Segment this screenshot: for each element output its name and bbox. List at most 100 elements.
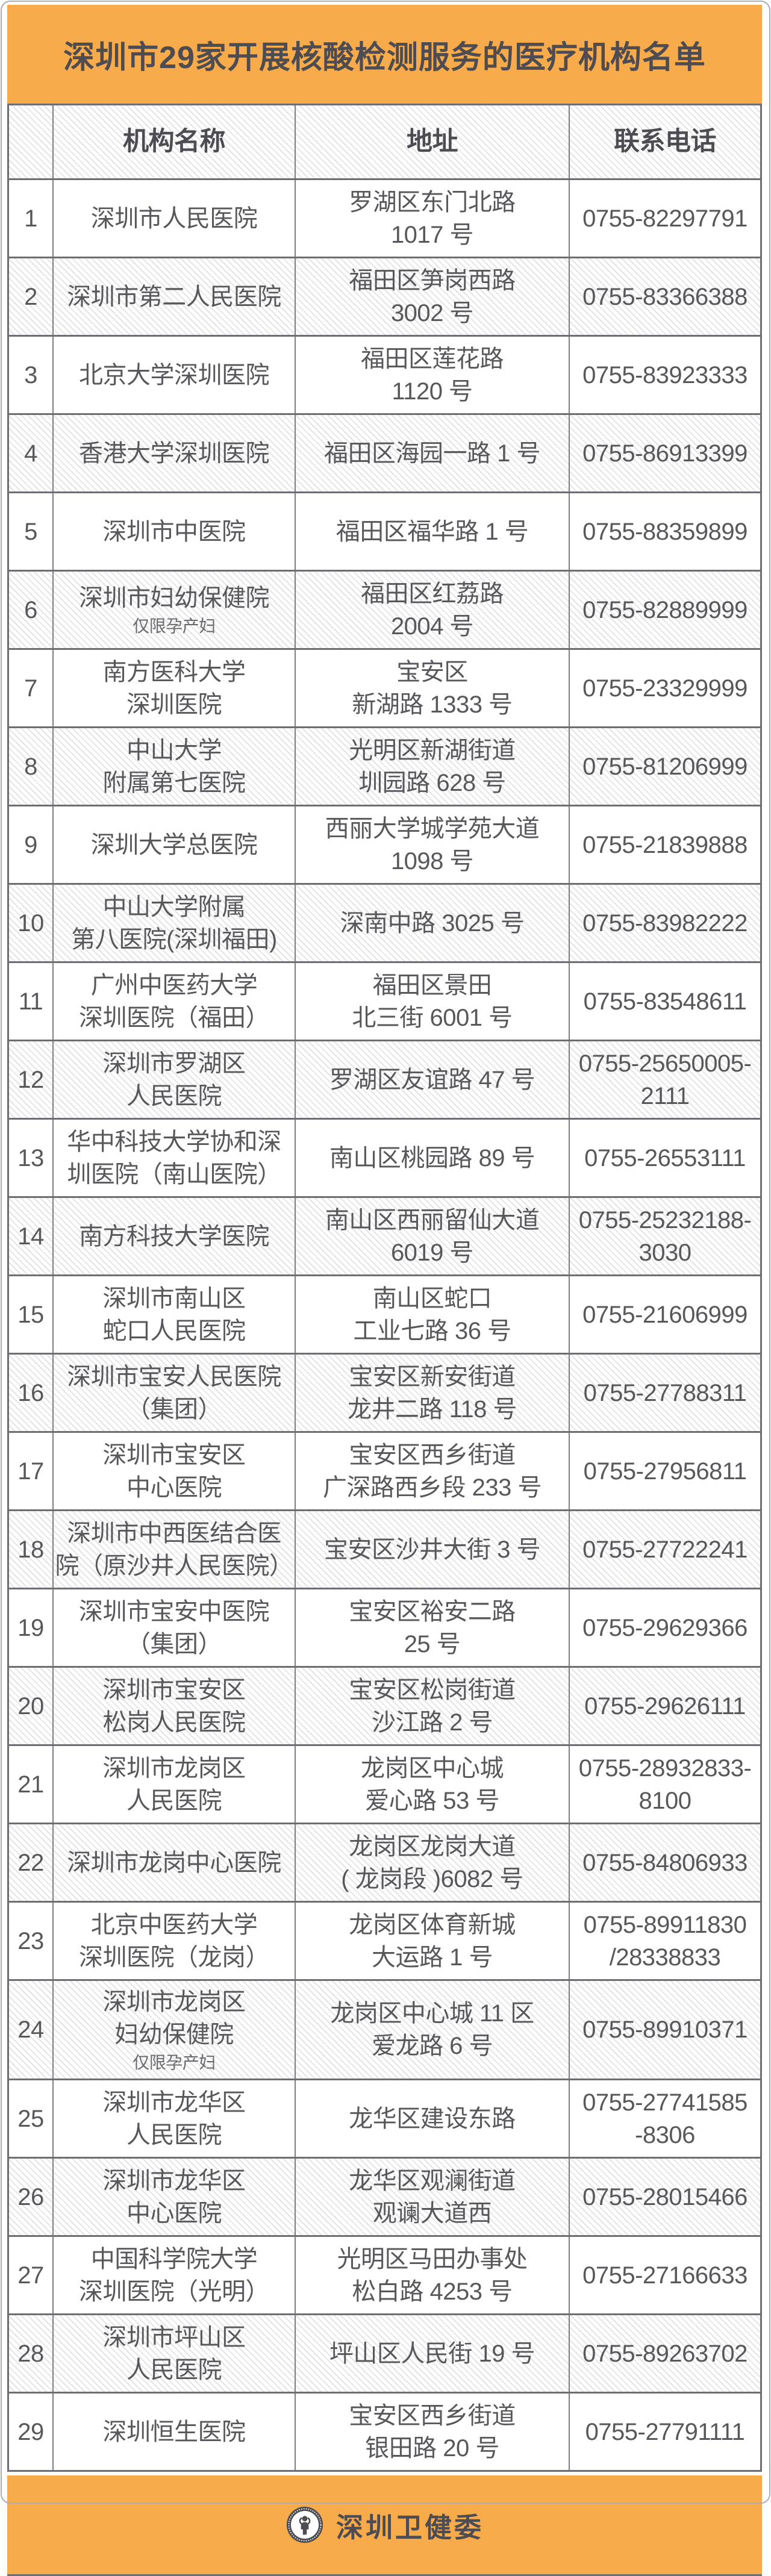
table-row: 20 深圳市宝安区 松岗人民医院 宝安区松岗街道 沙江路 2 号 0755-29626… — [9, 1666, 760, 1744]
institution-name-cell: 南方科技大学医院 — [52, 1198, 295, 1274]
row-number-cell: 27 — [17, 2262, 44, 2289]
address-cell: 龙岗区中心城 11 区 爱龙路 6 号 — [295, 1981, 569, 2079]
row-number-cell: 10 — [17, 909, 44, 937]
institution-name: 深圳市中医院 — [102, 518, 246, 545]
institution-name: 深圳市坪山区 人民医院 — [102, 2324, 246, 2383]
institution-name-cell: 深圳市宝安人民医院 （集团） — [52, 1355, 295, 1431]
address-cell: 罗湖区东门北路 1017 号 — [295, 180, 569, 257]
phone-cell: 0755-27791111 — [569, 2394, 760, 2471]
institution-name-cell: 深圳市宝安区 中心医院 — [52, 1433, 295, 1509]
institution-name: 深圳市南山区 蛇口人民医院 — [102, 1285, 246, 1344]
phone-cell: 0755-83548611 — [569, 963, 760, 1040]
table-row: 22 深圳市龙岗中心医院 龙岗区龙岗大道 ( 龙岗段 )6082 号 0755-848… — [9, 1823, 760, 1901]
institution-name-cell: 中山大学附属 第八医院(深圳福田) — [52, 885, 295, 961]
institution-name: 深圳市龙岗区 妇幼保健院 — [102, 1989, 246, 2048]
address-cell: 龙华区观澜街道 观谰大道西 — [295, 2159, 569, 2236]
institution-name-cell: 广州中医药大学 深圳医院（福田） — [52, 963, 295, 1040]
institution-name: 南方科技大学医院 — [79, 1223, 270, 1250]
institution-name-cell: 深圳市中西医结合医 院（原沙井人民医院） — [52, 1511, 295, 1588]
institution-name: 中国科学院大学 深圳医院（光明） — [79, 2245, 270, 2305]
title-bar: 深圳市29家开展核酸检测服务的医疗机构名单 — [7, 5, 762, 104]
row-number-cell: 6 — [24, 596, 37, 623]
table-row: 7 南方医科大学 深圳医院 宝安区 新湖路 1333 号 0755-23329999 — [9, 648, 760, 726]
table-row: 19 深圳市宝安中医院 （集团） 宝安区裕安二路 25 号 0755-29629366 — [9, 1588, 760, 1666]
institution-name: 深圳市龙华区 中心医院 — [102, 2167, 246, 2227]
table-row: 9 深圳大学总医院 西丽大学城学苑大道 1098 号 0755-21839888 — [9, 805, 760, 883]
phone-cell: 0755-27788311 — [569, 1355, 760, 1431]
column-header-institution: 机构名称 — [52, 105, 295, 178]
phone-cell: 0755-28015466 — [569, 2159, 760, 2236]
row-number-cell: 3 — [24, 361, 37, 388]
address-cell: 宝安区新安街道 龙井二路 118 号 — [295, 1355, 569, 1431]
institution-name: 深圳市龙华区 人民医院 — [102, 2089, 246, 2148]
table-row: 4 香港大学深圳医院 福田区海园一路 1 号 0755-86913399 — [9, 413, 760, 491]
table-row: 11 广州中医药大学 深圳医院（福田） 福田区景田 北三街 6001 号 0755-8… — [9, 961, 760, 1040]
table-row: 3 北京大学深圳医院 福田区莲花路 1120 号 0755-83923333 — [9, 335, 760, 413]
phone-cell: 0755-23329999 — [569, 650, 760, 726]
address-cell: 龙岗区龙岗大道 ( 龙岗段 )6082 号 — [295, 1824, 569, 1901]
row-number-cell: 13 — [17, 1144, 44, 1171]
phone-cell: 0755-82889999 — [569, 572, 760, 648]
institution-name-cell: 深圳市宝安中医院 （集团） — [52, 1589, 295, 1666]
row-number-cell: 16 — [17, 1379, 44, 1406]
row-number-cell: 15 — [17, 1301, 44, 1328]
phone-cell: 0755-82297791 — [569, 180, 760, 257]
address-cell: 龙岗区中心城 爱心路 53 号 — [295, 1746, 569, 1823]
table-row: 10 中山大学附属 第八医院(深圳福田) 深南中路 3025 号 0755-83982… — [9, 883, 760, 961]
phone-cell: 0755-89911830 /28338833 — [569, 1903, 760, 1979]
table-row: 29 深圳恒生医院 宝安区西乡街道 银田路 20 号 0755-27791111 — [9, 2392, 760, 2471]
address-cell: 宝安区 新湖路 1333 号 — [295, 650, 569, 726]
address-cell: 南山区桃园路 89 号 — [295, 1120, 569, 1196]
address-cell: 西丽大学城学苑大道 1098 号 — [295, 806, 569, 883]
address-cell: 宝安区西乡街道 广深路西乡段 233 号 — [295, 1433, 569, 1509]
address-cell: 宝安区西乡街道 银田路 20 号 — [295, 2394, 569, 2471]
phone-cell: 0755-21839888 — [569, 806, 760, 883]
row-number-cell: 24 — [17, 2016, 44, 2044]
footer-bar: S Z H C 深圳卫健委 — [7, 2475, 762, 2576]
phone-cell: 0755-88359899 — [569, 493, 760, 570]
address-cell: 龙岗区体育新城 大运路 1 号 — [295, 1903, 569, 1979]
row-number-cell: 26 — [17, 2183, 44, 2210]
phone-cell: 0755-29626111 — [569, 1668, 760, 1744]
institution-name: 中山大学 附属第七医院 — [102, 737, 246, 796]
address-cell: 光明区新湖街道 圳园路 628 号 — [295, 728, 569, 805]
institution-name-cell: 中山大学 附属第七医院 — [52, 728, 295, 805]
institution-name-cell: 深圳市龙华区 人民医院 — [52, 2080, 295, 2157]
row-number-cell: 21 — [17, 1771, 44, 1798]
table-row: 5 深圳市中医院 福田区福华路 1 号 0755-88359899 — [9, 491, 760, 570]
institution-name: 中山大学附属 第八医院(深圳福田) — [71, 893, 277, 953]
phone-cell: 0755-89910371 — [569, 1981, 760, 2079]
address-cell: 罗湖区友谊路 47 号 — [295, 1041, 569, 1118]
institution-name: 深圳市罗湖区 人民医院 — [102, 1050, 246, 1109]
row-number-cell: 22 — [17, 1849, 44, 1876]
institution-name: 深圳市人民医院 — [90, 205, 258, 232]
institution-name: 深圳市龙岗区 人民医院 — [102, 1754, 246, 1814]
address-cell: 龙华区建设东路 — [295, 2080, 569, 2157]
institution-name: 深圳市龙岗中心医院 — [67, 1849, 281, 1876]
health-commission-seal-icon: S Z H C — [286, 2507, 323, 2543]
phone-cell: 0755-27722241 — [569, 1511, 760, 1588]
row-number-cell: 2 — [24, 283, 37, 310]
row-number-cell: 29 — [17, 2418, 44, 2445]
address-cell: 深南中路 3025 号 — [295, 885, 569, 961]
address-cell: 宝安区沙井大街 3 号 — [295, 1511, 569, 1588]
institution-name-cell: 深圳大学总医院 — [52, 806, 295, 883]
institution-name: 广州中医药大学 深圳医院（福田） — [79, 971, 270, 1031]
row-number-cell: 14 — [17, 1223, 44, 1250]
phone-cell: 0755-83923333 — [569, 337, 760, 413]
row-number-cell: 28 — [17, 2340, 44, 2367]
address-cell: 坪山区人民街 19 号 — [295, 2315, 569, 2392]
page-title: 深圳市29家开展核酸检测服务的医疗机构名单 — [63, 40, 706, 75]
institution-name: 北京中医药大学 深圳医院（龙岗） — [79, 1911, 270, 1971]
phone-cell: 0755-27956811 — [569, 1433, 760, 1509]
phone-cell: 0755-81206999 — [569, 728, 760, 805]
table-row: 6 深圳市妇幼保健院 仅限孕产妇 福田区红荔路 2004 号 0755-82889999 — [9, 570, 760, 648]
phone-cell: 0755-89263702 — [569, 2315, 760, 2392]
table-row: 26 深圳市龙华区 中心医院 龙华区观澜街道 观谰大道西 0755-28015466 — [9, 2157, 760, 2236]
address-cell: 福田区笋岗西路 3002 号 — [295, 258, 569, 335]
address-cell: 光明区马田办事处 松白路 4253 号 — [295, 2237, 569, 2314]
institution-name: 北京大学深圳医院 — [79, 361, 270, 388]
institution-name-cell: 深圳市第二人民医院 — [52, 258, 295, 335]
institution-name: 深圳市宝安区 松岗人民医院 — [102, 1676, 246, 1736]
institution-name: 深圳市宝安人民医院 （集团） — [67, 1363, 281, 1423]
